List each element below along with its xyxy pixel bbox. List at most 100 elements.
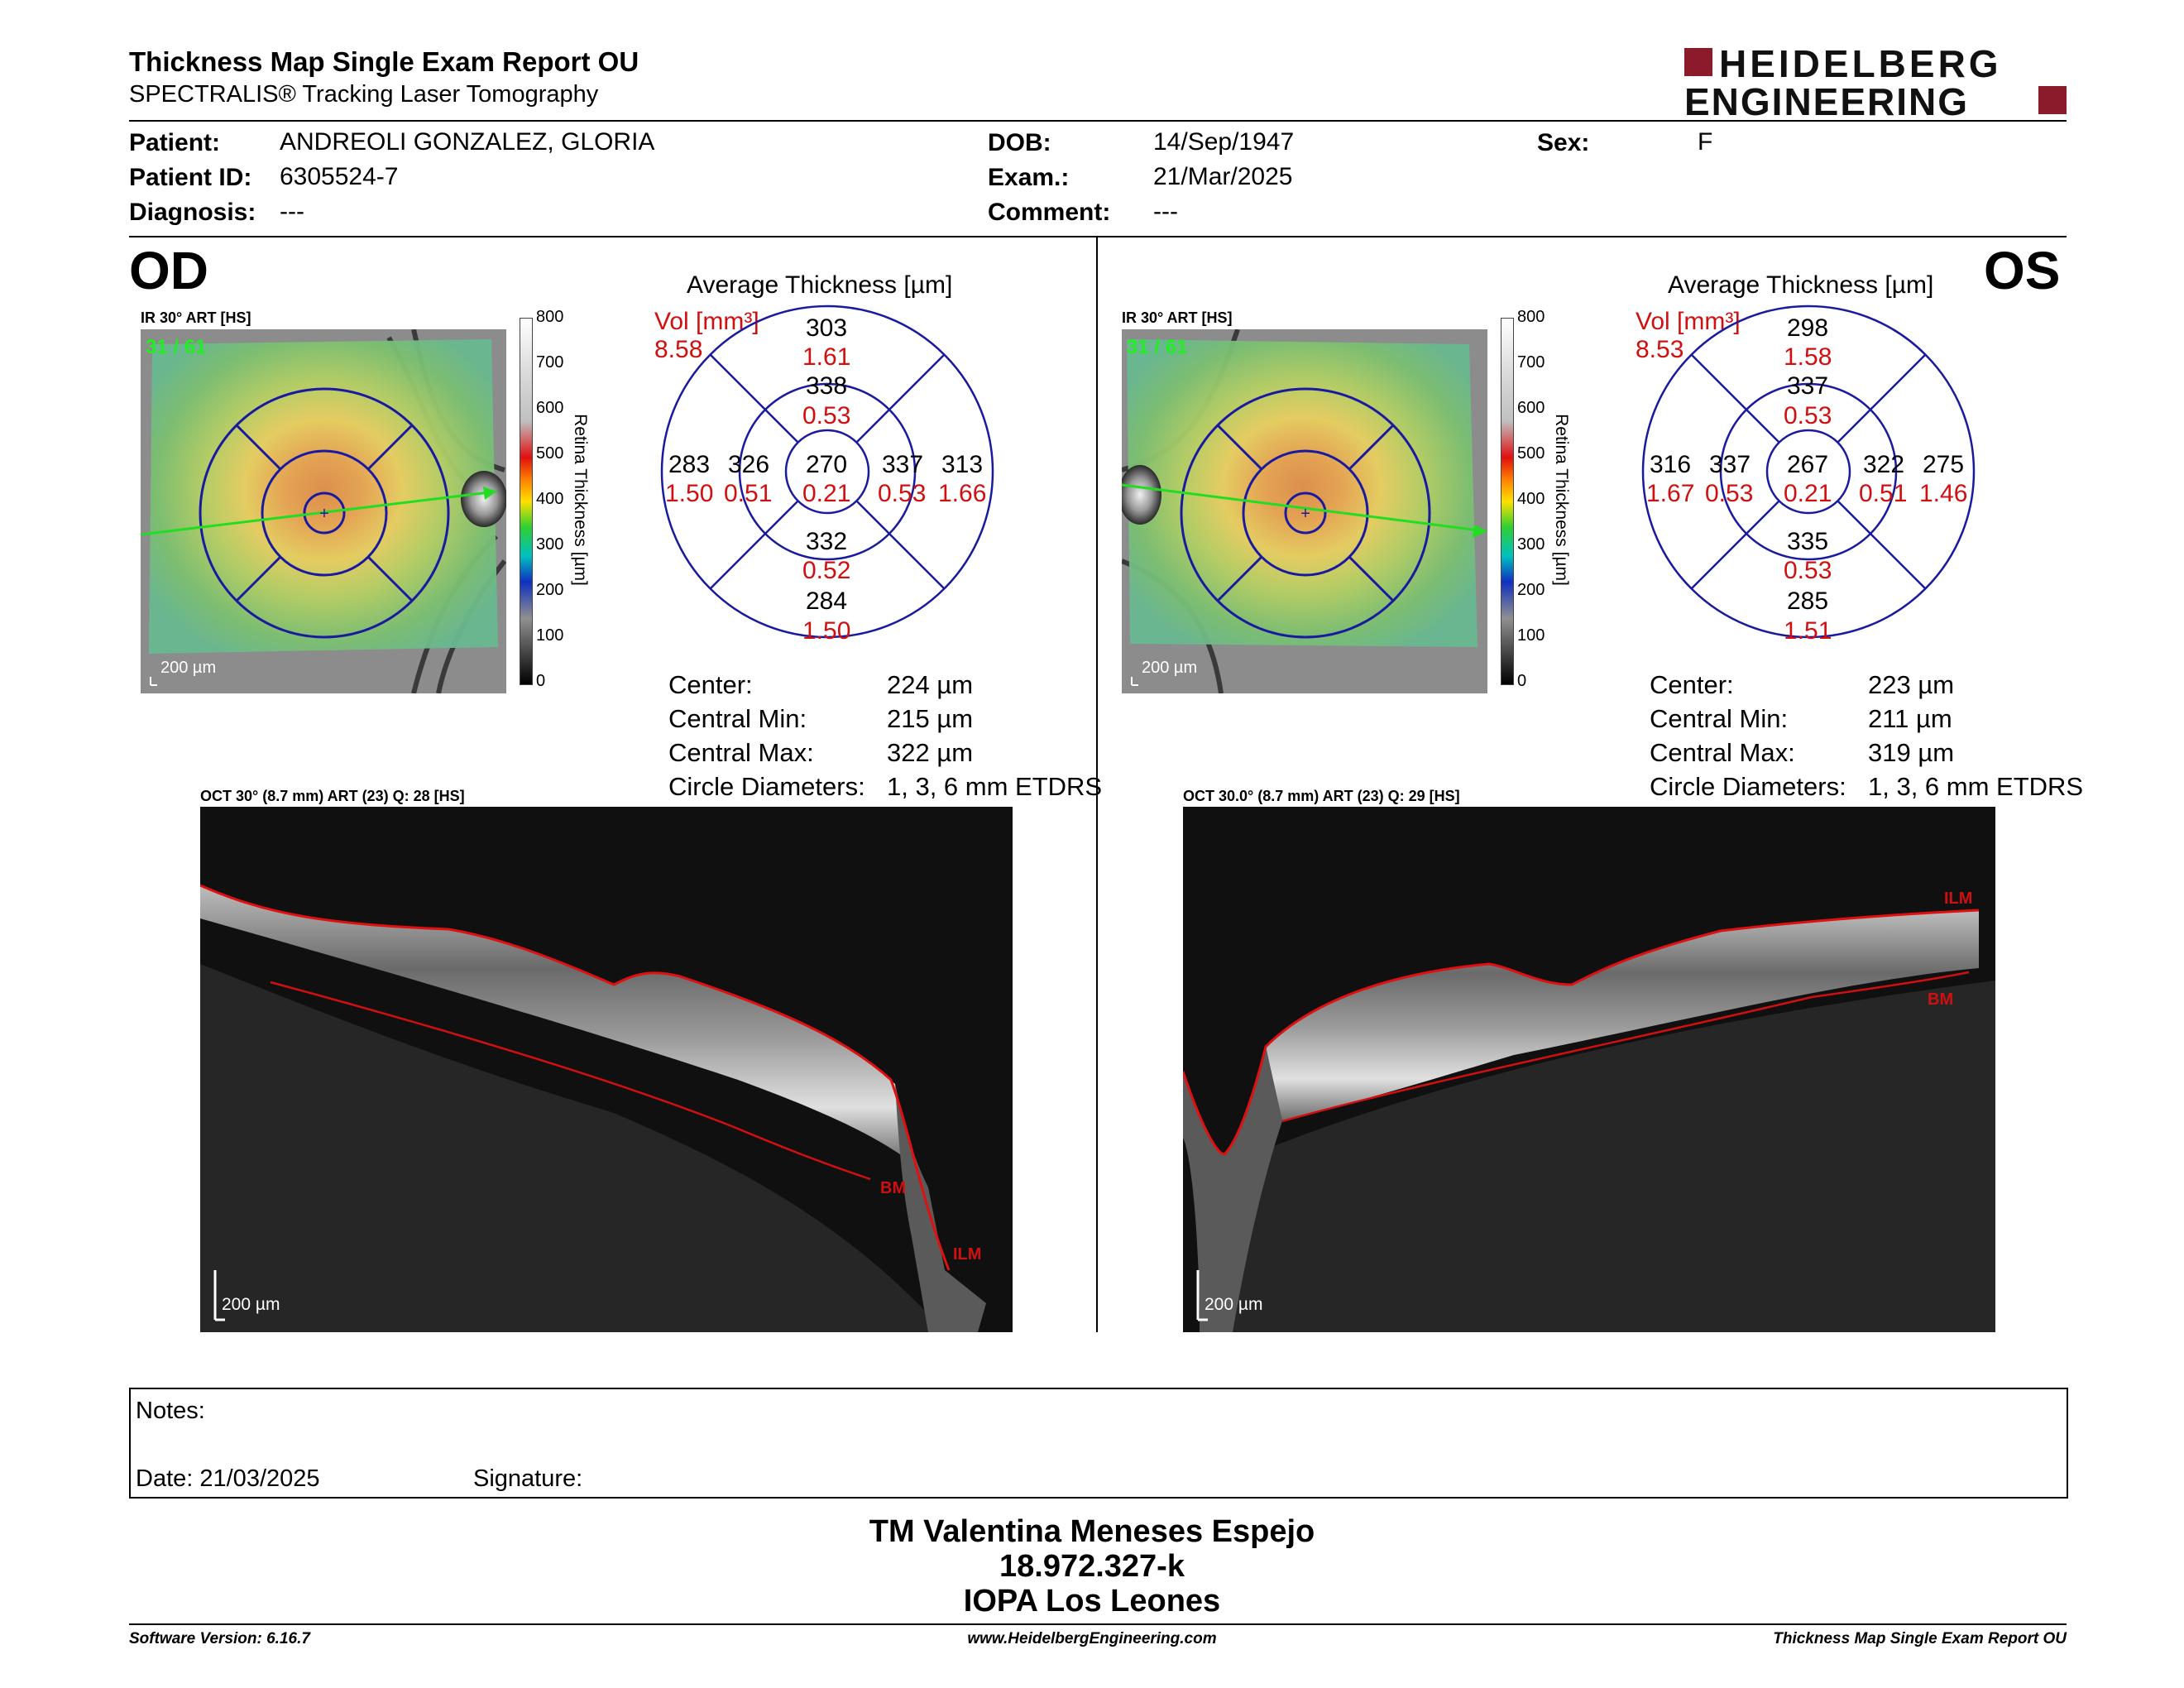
- os-cbar-tick-200: 200: [1517, 581, 1545, 599]
- os-stat-max-value: 319 µm: [1868, 738, 1955, 767]
- footer-clinic: IOPA Los Leones: [963, 1584, 1221, 1618]
- od-stat-center-label: Center:: [668, 670, 753, 699]
- os-stat-min-value: 211 µm: [1868, 704, 1952, 733]
- footer-website-link[interactable]: www.HeidelbergEngineering.com: [967, 1630, 1217, 1647]
- footer-id: 18.972.327-k: [999, 1549, 1185, 1584]
- os-map-scale-icon: [1131, 677, 1138, 686]
- od-outer-left-thk: 283: [668, 451, 711, 478]
- od-cbar-tick-400: 400: [536, 490, 564, 508]
- os-colorbar-title: Retina Thickness [µm]: [1552, 414, 1571, 586]
- os-outer-sup-thk: 298: [1787, 314, 1829, 342]
- os-outer-left-thk: 316: [1650, 451, 1692, 478]
- os-stat-center-value: 223 µm: [1868, 670, 1955, 699]
- os-inner-right-vol: 0.51: [1859, 480, 1908, 507]
- od-outer-sup-vol: 1.61: [802, 343, 851, 371]
- od-inner-left-thk: 326: [728, 451, 770, 478]
- od-stat-min-value: 215 µm: [887, 704, 974, 733]
- notes-date: Date: 21/03/2025: [136, 1465, 320, 1492]
- os-stat-center-label: Center:: [1650, 670, 1734, 699]
- os-etdrs-grid: [1641, 305, 1976, 639]
- os-eye-label: OS: [1984, 241, 2061, 300]
- dob-label: DOB:: [988, 129, 1051, 156]
- os-ir-label: IR 30° ART [HS]: [1122, 309, 1233, 326]
- os-stat-diam-label: Circle Diameters:: [1650, 772, 1846, 801]
- od-cbar-tick-200: 200: [536, 581, 564, 599]
- os-inner-left-vol: 0.53: [1705, 480, 1754, 507]
- os-oct-label: OCT 30.0° (8.7 mm) ART (23) Q: 29 [HS]: [1183, 788, 1460, 804]
- os-cbar-tick-500: 500: [1517, 444, 1545, 463]
- notes-box[interactable]: Notes: Date: 21/03/2025 Signature:: [129, 1388, 2068, 1499]
- od-outer-left-vol: 1.50: [665, 480, 714, 507]
- diagnosis-label: Diagnosis:: [129, 199, 256, 226]
- os-outer-right-vol: 1.46: [1919, 480, 1968, 507]
- od-stat-diam-value: 1, 3, 6 mm ETDRS: [887, 772, 1103, 801]
- od-inner-inf-vol: 0.52: [802, 557, 851, 584]
- os-colorbar: [1501, 318, 1514, 685]
- os-ir-overlay: 31 / 61: [1127, 336, 1188, 358]
- eye-divider: [1096, 237, 1098, 1332]
- od-oct-scale-label: 200 µm: [222, 1295, 280, 1314]
- od-cbar-tick-700: 700: [536, 353, 564, 372]
- od-colorbar-title: Retina Thickness [µm]: [571, 414, 590, 586]
- os-cbar-tick-700: 700: [1517, 353, 1545, 372]
- patient-label: Patient:: [129, 129, 221, 156]
- os-stat-max-label: Central Max:: [1650, 738, 1795, 767]
- os-inner-sup-thk: 337: [1787, 372, 1829, 400]
- od-fundus-map: + 31 / 61 200 µm: [140, 328, 507, 694]
- od-map-scale-icon: [150, 677, 157, 686]
- exam-label: Exam.:: [988, 164, 1070, 191]
- od-stat-center-value: 224 µm: [887, 670, 974, 699]
- diagnosis-value: ---: [280, 198, 304, 225]
- od-outer-sup-thk: 303: [806, 314, 848, 342]
- patient-name: ANDREOLI GONZALEZ, GLORIA: [280, 128, 655, 156]
- os-outer-left-vol: 1.67: [1646, 480, 1695, 507]
- logo-square-top: [1684, 48, 1712, 76]
- os-thickness-map-svg: +: [1118, 328, 1487, 694]
- od-cbar-tick-500: 500: [536, 444, 564, 463]
- os-oct-scale-icon: [1196, 1270, 1208, 1321]
- od-inner-right-thk: 337: [882, 451, 924, 478]
- os-fundus-map: + 31 / 61 200 µm: [1118, 328, 1487, 694]
- od-outer-right-thk: 313: [941, 451, 984, 478]
- report-title: Thickness Map Single Exam Report OU: [129, 46, 639, 77]
- os-vol-value: 8.53: [1636, 336, 1684, 363]
- od-scale-bar-label: 200 µm: [160, 659, 217, 677]
- os-cbar-tick-0: 0: [1517, 672, 1527, 690]
- od-inner-right-vol: 0.53: [878, 480, 927, 507]
- os-cbar-tick-800: 800: [1517, 308, 1545, 326]
- os-inner-inf-vol: 0.53: [1784, 557, 1832, 584]
- od-cbar-tick-800: 800: [536, 308, 564, 326]
- od-stat-min-label: Central Min:: [668, 704, 807, 733]
- od-ir-label: IR 30° ART [HS]: [141, 309, 251, 326]
- od-oct-scan: BM ILM 200 µm: [200, 807, 1013, 1332]
- od-outer-inf-thk: 284: [806, 587, 848, 615]
- os-oct-svg: [1183, 807, 1995, 1332]
- sex-value: F: [1698, 128, 1713, 156]
- os-stat-min-label: Central Min:: [1650, 704, 1789, 733]
- os-cbar-tick-600: 600: [1517, 399, 1545, 417]
- svg-text:+: +: [1300, 505, 1310, 523]
- od-ir-overlay: 31 / 61: [146, 336, 207, 358]
- od-cbar-tick-100: 100: [536, 626, 564, 645]
- os-cbar-tick-100: 100: [1517, 626, 1545, 645]
- exam-value: 21/Mar/2025: [1153, 163, 1293, 190]
- os-oct-bm-label: BM: [1928, 990, 1954, 1009]
- od-stat-diam-label: Circle Diameters:: [668, 772, 865, 801]
- od-inner-sup-thk: 338: [806, 372, 848, 400]
- os-outer-sup-vol: 1.58: [1784, 343, 1832, 371]
- od-vol-value: 8.58: [654, 336, 703, 363]
- od-stat-max-value: 322 µm: [887, 738, 974, 767]
- patient-id-label: Patient ID:: [129, 164, 252, 191]
- svg-text:+: +: [319, 505, 329, 523]
- os-inner-right-thk: 322: [1863, 451, 1905, 478]
- os-outer-inf-vol: 1.51: [1784, 617, 1832, 645]
- os-outer-inf-thk: 285: [1787, 587, 1829, 615]
- od-thickness-map-svg: +: [140, 328, 507, 694]
- od-avg-title: Average Thickness [µm]: [687, 271, 953, 299]
- os-cbar-tick-300: 300: [1517, 535, 1545, 554]
- footer-operator: TM Valentina Meneses Espejo: [869, 1514, 1315, 1549]
- footer-software-version: Software Version: 6.16.7: [129, 1630, 310, 1647]
- od-eye-label: OD: [129, 241, 208, 300]
- os-center-thk: 267: [1787, 451, 1829, 478]
- os-cbar-tick-400: 400: [1517, 490, 1545, 508]
